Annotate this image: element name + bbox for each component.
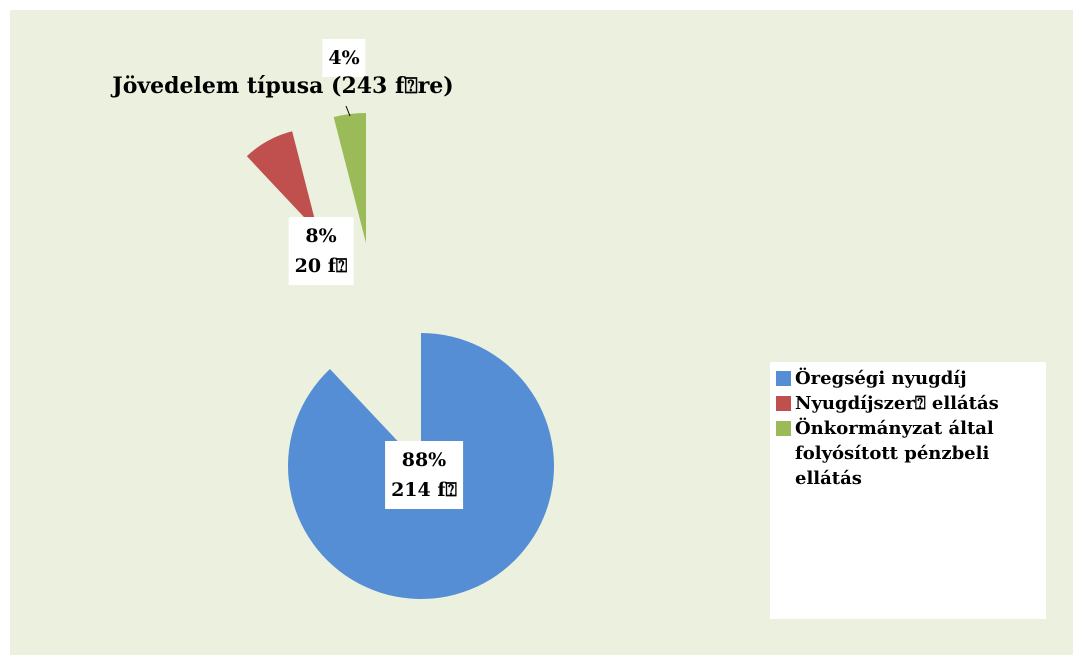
chart-title: Jövedelem típusa (243 f⍰re)	[112, 73, 454, 99]
legend-swatch	[776, 421, 791, 436]
legend-label: Nyugdíjszer⍰ ellátás	[795, 393, 999, 414]
legend-swatch	[776, 371, 791, 386]
legend-item: Nyugdíjszer⍰ ellátás	[776, 391, 1046, 416]
leader-line	[345, 105, 351, 117]
data-label: 88% 214 f⍰	[385, 441, 463, 509]
legend-item: Önkormányzat által folyósított pénzbeli …	[776, 416, 1046, 491]
legend-label: Öregségi nyugdíj	[795, 368, 967, 389]
legend-item: Öregségi nyugdíj	[776, 366, 1046, 391]
data-label: 8% 20 f⍰	[288, 217, 354, 285]
legend: Öregségi nyugdíj Nyugdíjszer⍰ ellátás Önko…	[770, 362, 1046, 619]
pie-slice	[333, 113, 366, 243]
legend-swatch	[776, 396, 791, 411]
pie-slice	[246, 131, 318, 232]
data-label: 4%	[322, 39, 366, 77]
legend-label: Önkormányzat által folyósított pénzbeli …	[795, 418, 994, 489]
